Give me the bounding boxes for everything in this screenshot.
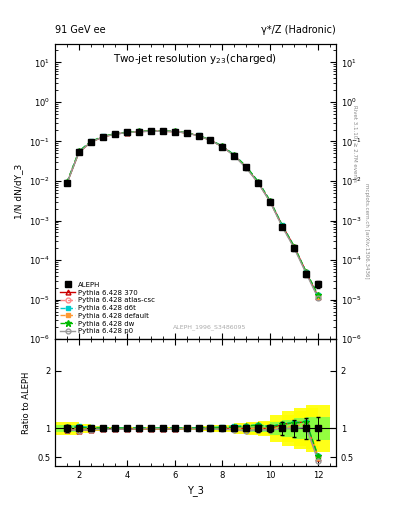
Text: Rivet 3.1.10; ≥ 2.7M events: Rivet 3.1.10; ≥ 2.7M events [352,105,357,182]
Text: γ*/Z (Hadronic): γ*/Z (Hadronic) [261,25,336,35]
Text: Two-jet resolution y$_{23}$(charged): Two-jet resolution y$_{23}$(charged) [114,52,277,67]
Text: 91 GeV ee: 91 GeV ee [55,25,106,35]
Legend: ALEPH, Pythia 6.428 370, Pythia 6.428 atlas-csc, Pythia 6.428 d6t, Pythia 6.428 : ALEPH, Pythia 6.428 370, Pythia 6.428 at… [59,281,156,336]
X-axis label: Y_3: Y_3 [187,485,204,496]
Y-axis label: Ratio to ALEPH: Ratio to ALEPH [22,371,31,434]
Text: ALEPH_1996_S3486095: ALEPH_1996_S3486095 [173,325,246,330]
Text: mcplots.cern.ch [arXiv:1306.3436]: mcplots.cern.ch [arXiv:1306.3436] [364,183,369,278]
Y-axis label: 1/N dN/dY_3: 1/N dN/dY_3 [15,164,24,219]
